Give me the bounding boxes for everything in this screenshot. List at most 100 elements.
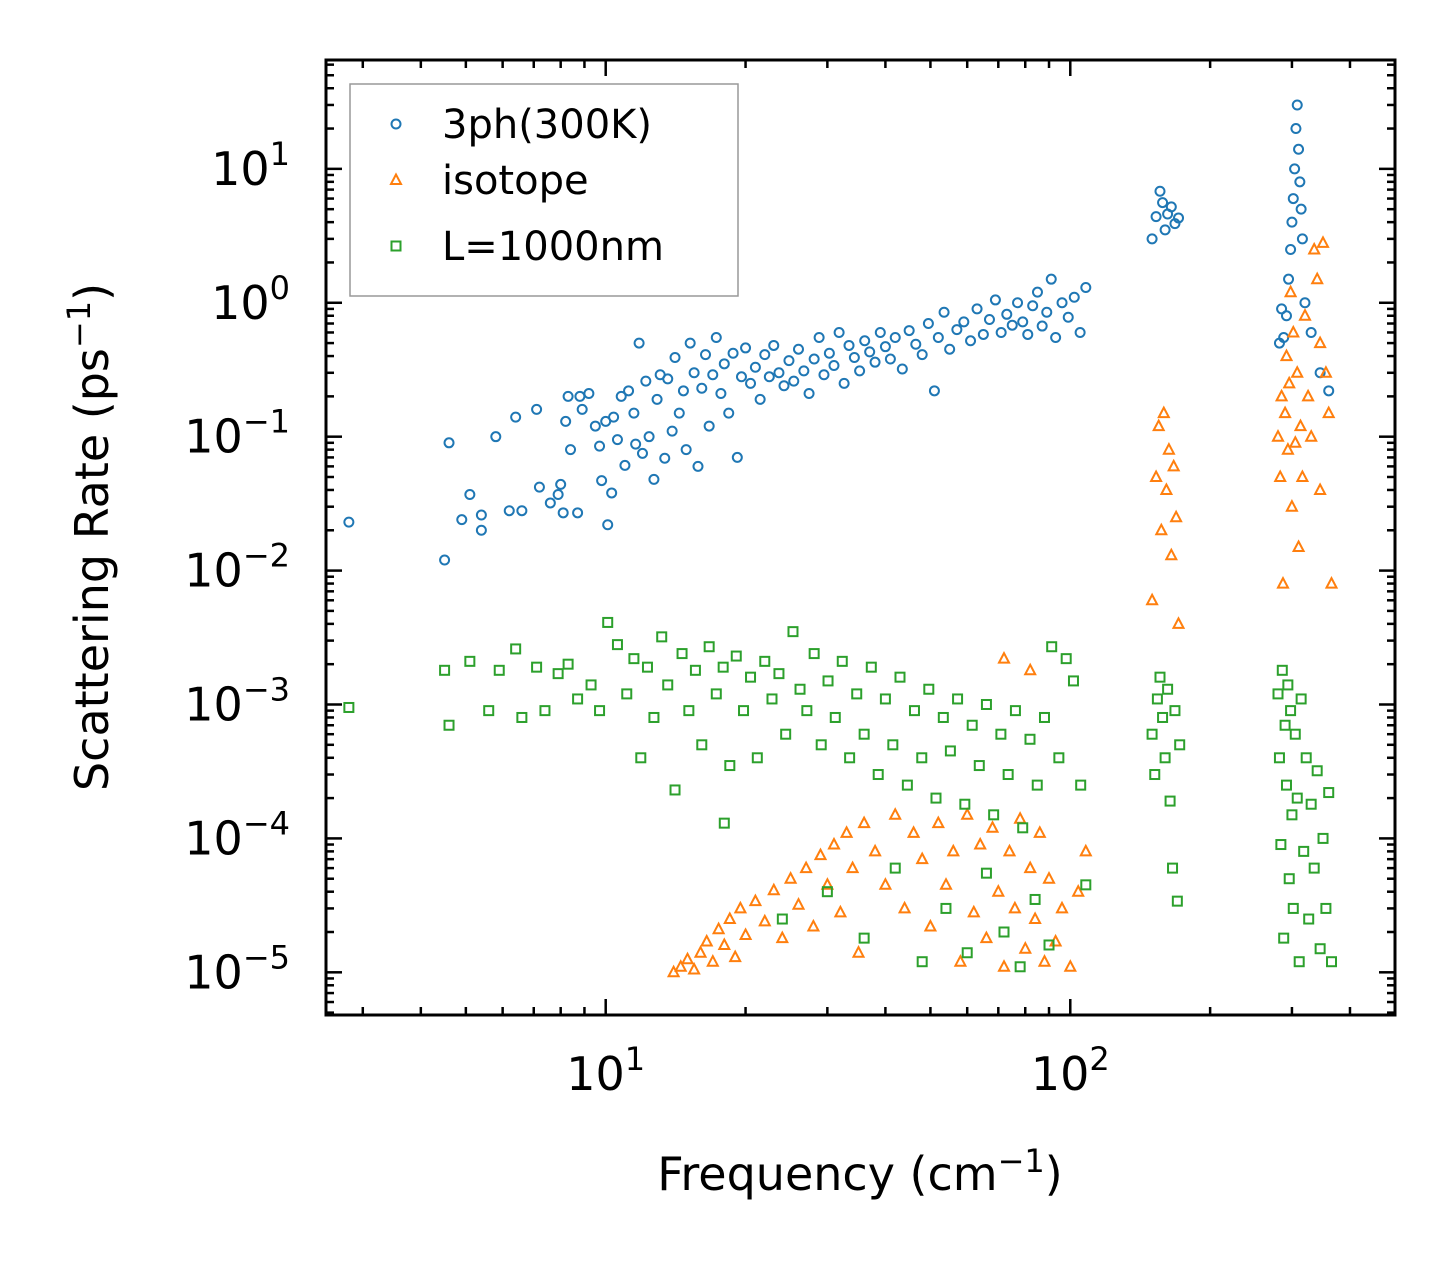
data-point	[1307, 241, 1321, 255]
data-point	[1001, 308, 1013, 320]
data-point	[666, 425, 678, 437]
data-point	[874, 326, 886, 338]
data-point	[493, 664, 505, 676]
data-point	[707, 369, 719, 381]
data-point	[1006, 319, 1018, 331]
data-point	[1276, 575, 1290, 589]
data-point	[1278, 932, 1290, 944]
data-point	[931, 815, 945, 829]
data-point	[1071, 884, 1085, 897]
data-point	[887, 739, 899, 751]
y-tick-label-exp: −5	[243, 938, 290, 976]
data-point	[1287, 902, 1299, 914]
data-point	[1273, 752, 1285, 764]
data-point	[923, 683, 935, 695]
data-point	[857, 815, 871, 829]
data-point	[864, 346, 876, 358]
data-point	[1295, 469, 1310, 482]
data-point	[1062, 311, 1074, 323]
data-point	[833, 326, 845, 338]
data-point	[723, 407, 735, 419]
data-point	[944, 343, 956, 355]
data-point	[1299, 297, 1311, 309]
data-point	[475, 524, 487, 536]
data-point	[684, 337, 696, 349]
y-tick-label-base: 10	[184, 677, 243, 731]
data-point	[1273, 469, 1287, 482]
data-point	[503, 505, 515, 517]
data-point	[838, 377, 850, 389]
data-point	[1171, 895, 1183, 907]
data-point	[1017, 822, 1029, 834]
data-point	[869, 356, 881, 368]
data-point	[674, 959, 688, 972]
data-point	[938, 306, 950, 318]
data-point	[946, 843, 960, 857]
plot-points	[343, 99, 1339, 978]
data-point	[718, 817, 730, 829]
data-point	[1169, 509, 1183, 523]
data-point	[778, 380, 790, 392]
data-point	[1286, 216, 1298, 228]
data-point	[1305, 798, 1317, 810]
data-point	[1038, 711, 1050, 723]
data-point	[728, 949, 742, 963]
data-point	[1060, 653, 1072, 665]
data-point	[583, 388, 595, 400]
data-point	[606, 487, 618, 499]
data-point	[1279, 719, 1291, 731]
data-point	[858, 932, 870, 944]
data-point	[544, 497, 556, 509]
data-point	[1298, 845, 1310, 857]
legend-items: 3ph(300K) isotope L=1000nm	[389, 102, 664, 270]
data-point	[1313, 482, 1327, 495]
data-point	[763, 371, 775, 383]
data-point	[510, 411, 522, 423]
data-point	[801, 705, 813, 717]
data-point	[980, 867, 992, 879]
data-point	[888, 807, 902, 820]
data-point	[1169, 705, 1181, 717]
data-point	[749, 361, 761, 373]
data-point	[1323, 787, 1335, 799]
data-point	[1012, 297, 1024, 309]
data-point	[980, 698, 992, 710]
data-point	[1293, 143, 1305, 155]
data-point	[906, 825, 921, 838]
data-point	[1042, 871, 1056, 884]
data-point	[1067, 675, 1079, 687]
data-point	[1023, 860, 1037, 874]
data-point	[1159, 752, 1171, 764]
data-point	[1313, 335, 1327, 349]
data-point	[1164, 795, 1176, 807]
data-point	[683, 705, 695, 717]
data-point	[700, 933, 714, 947]
data-point	[703, 641, 715, 653]
data-point	[1157, 405, 1171, 419]
data-point	[989, 294, 1001, 306]
data-point	[669, 352, 681, 364]
x-axis-label: Frequency (cm−1)	[657, 1142, 1062, 1201]
data-point	[1029, 893, 1041, 905]
data-point	[823, 347, 835, 359]
data-point	[1305, 326, 1317, 338]
data-point	[1151, 693, 1163, 705]
data-point	[572, 693, 584, 705]
data-point	[922, 318, 934, 330]
data-point	[1074, 326, 1086, 338]
data-point	[1290, 123, 1302, 135]
data-point	[608, 411, 620, 423]
data-point	[865, 661, 877, 673]
data-point	[730, 650, 742, 662]
data-point	[844, 752, 856, 764]
data-point	[715, 388, 727, 400]
data-point	[693, 945, 708, 958]
data-point	[745, 671, 757, 683]
data-point	[1290, 365, 1304, 378]
data-point	[1145, 592, 1159, 606]
data-point	[848, 352, 860, 364]
data-point	[1045, 273, 1057, 285]
data-point	[1275, 839, 1287, 851]
y-tick-label-base: 10	[211, 276, 270, 330]
y-tick-label-base: 10	[184, 811, 243, 865]
